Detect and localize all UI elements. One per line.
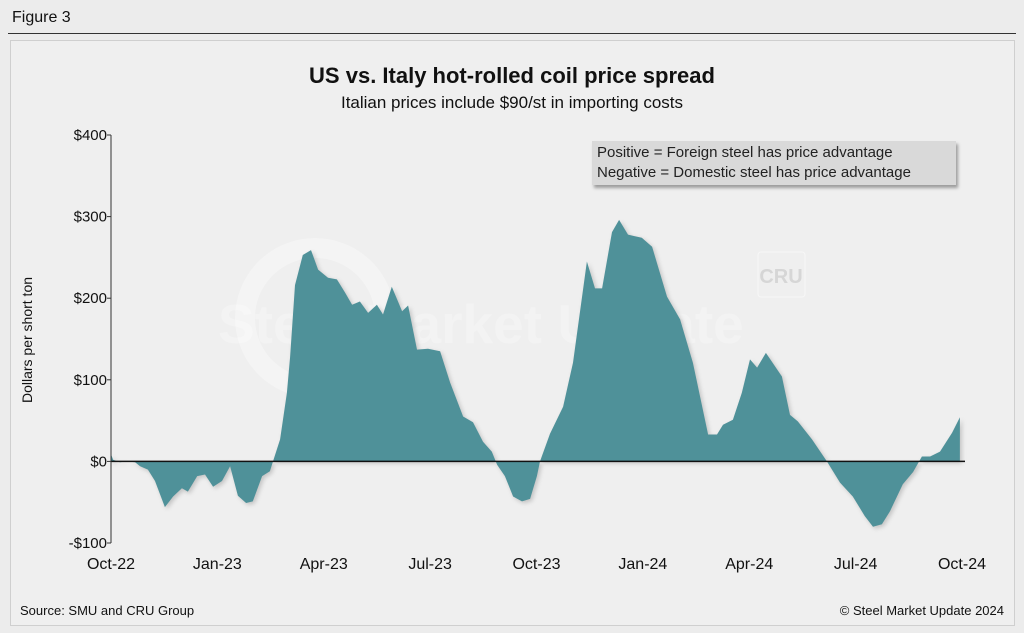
y-tick-label: $400 [74, 127, 107, 144]
figure-label: Figure 3 [12, 9, 71, 26]
spread-area [111, 219, 960, 527]
x-tick-label: Oct-23 [512, 556, 560, 573]
legend-box: Positive = Foreign steel has price advan… [592, 141, 956, 185]
x-tick-label: Jul-23 [408, 556, 452, 573]
y-tick-label: $300 [74, 209, 107, 226]
y-tick-label: $100 [74, 372, 107, 389]
source-note: Source: SMU and CRU Group [20, 603, 195, 618]
chart-panel [10, 40, 1015, 626]
copyright-note: © Steel Market Update 2024 [839, 603, 1004, 618]
x-tick-label: Oct-24 [938, 556, 986, 573]
x-tick-label: Jul-24 [834, 556, 878, 573]
header-divider [8, 33, 1016, 34]
x-tick-label: Apr-24 [725, 556, 773, 573]
y-tick-label: -$100 [69, 535, 107, 552]
x-tick-label: Jan-24 [618, 556, 667, 573]
chart-subtitle: Italian prices include $90/st in importi… [340, 93, 684, 112]
x-tick-label: Apr-23 [300, 556, 348, 573]
chart-title: US vs. Italy hot-rolled coil price sprea… [309, 63, 715, 88]
x-tick-label: Jan-23 [193, 556, 242, 573]
y-tick-label: $0 [90, 453, 107, 470]
x-tick-label: Oct-22 [87, 556, 135, 573]
legend-positive: Positive = Foreign steel has price advan… [597, 144, 893, 161]
cru-watermark: CRU [759, 266, 802, 288]
legend-negative: Negative = Domestic steel has price adva… [597, 164, 911, 181]
y-tick-label: $200 [74, 290, 107, 307]
